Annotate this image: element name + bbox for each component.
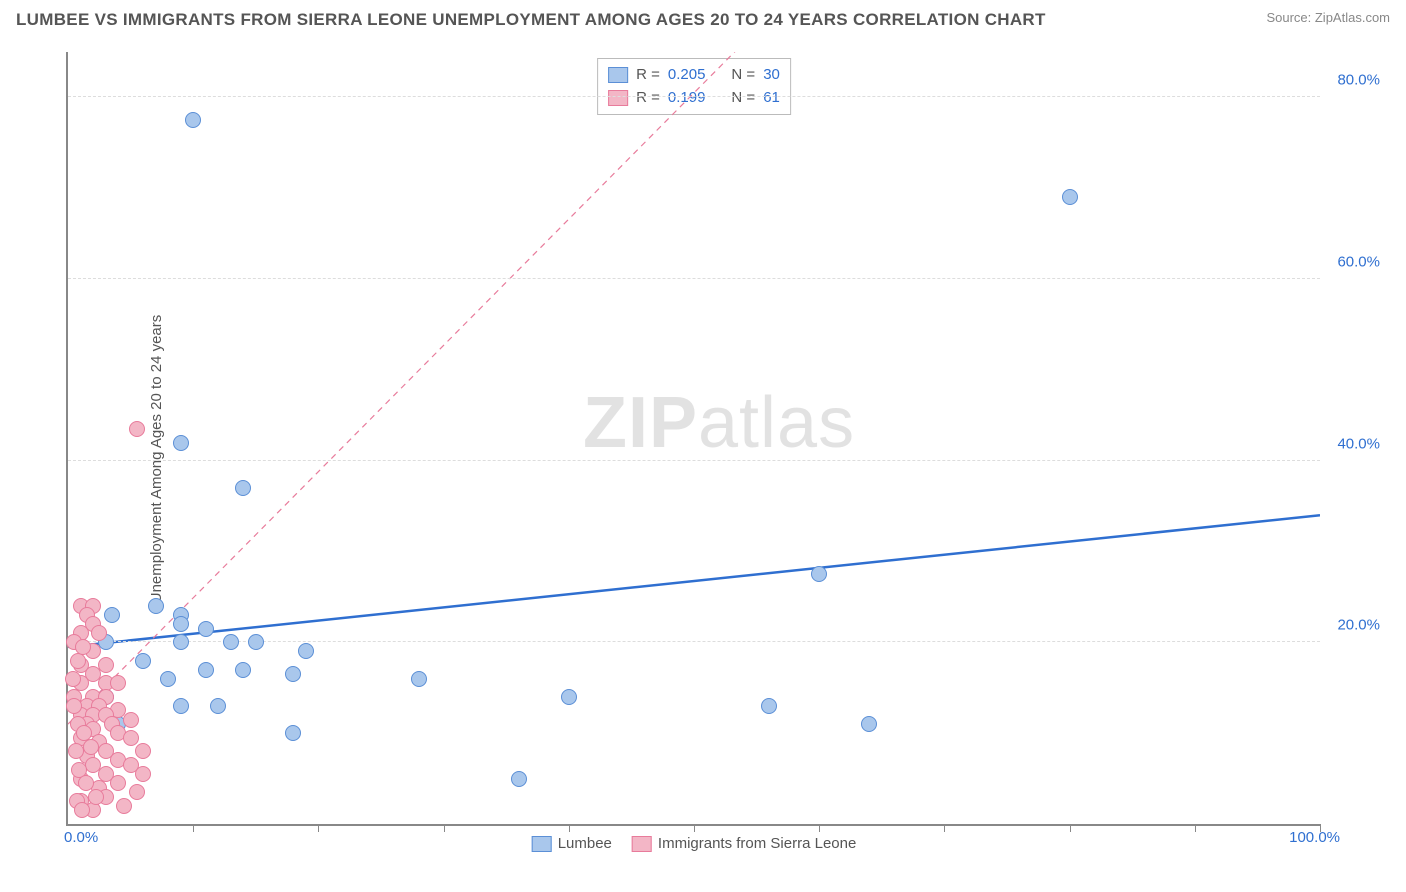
scatter-point [173, 634, 189, 650]
scatter-point [235, 662, 251, 678]
scatter-point [298, 643, 314, 659]
legend-swatch-lumbee [532, 836, 552, 852]
legend-label: Immigrants from Sierra Leone [658, 835, 856, 852]
scatter-point [135, 766, 151, 782]
chart-title: LUMBEE VS IMMIGRANTS FROM SIERRA LEONE U… [16, 10, 1046, 30]
r-value: 0.205 [668, 64, 706, 87]
scatter-point [83, 739, 99, 755]
scatter-point [91, 625, 107, 641]
scatter-point [104, 607, 120, 623]
scatter-point [235, 480, 251, 496]
scatter-point [1062, 189, 1078, 205]
x-tick [318, 824, 319, 832]
y-tick-label: 20.0% [1337, 617, 1380, 634]
x-tick [1320, 824, 1321, 832]
scatter-point [148, 598, 164, 614]
trend-line [68, 52, 1320, 724]
scatter-plot-area: ZIPatlas R = 0.205 N = 30 R = 0.199 N = … [66, 52, 1320, 826]
title-bar: LUMBEE VS IMMIGRANTS FROM SIERRA LEONE U… [0, 0, 1406, 36]
scatter-point [135, 743, 151, 759]
watermark-bold: ZIP [583, 383, 698, 463]
x-tick [819, 824, 820, 832]
scatter-point [110, 675, 126, 691]
watermark-light: atlas [698, 383, 855, 463]
scatter-point [135, 653, 151, 669]
n-label: N = [731, 87, 755, 110]
legend-swatch-sierra-leone [608, 90, 628, 106]
gridline-h [68, 96, 1320, 97]
scatter-point [210, 698, 226, 714]
legend-item: Immigrants from Sierra Leone [632, 835, 856, 852]
scatter-point [861, 716, 877, 732]
scatter-point [173, 698, 189, 714]
scatter-point [123, 730, 139, 746]
x-tick [444, 824, 445, 832]
n-label: N = [731, 64, 755, 87]
n-value: 30 [763, 64, 780, 87]
scatter-point [160, 671, 176, 687]
trend-line [68, 515, 1320, 647]
scatter-point [198, 621, 214, 637]
gridline-h [68, 460, 1320, 461]
scatter-point [198, 662, 214, 678]
scatter-point [70, 653, 86, 669]
x-min-label: 0.0% [64, 829, 98, 846]
scatter-point [248, 634, 264, 650]
correlation-legend: R = 0.205 N = 30 R = 0.199 N = 61 [597, 58, 791, 115]
y-tick-label: 80.0% [1337, 72, 1380, 89]
scatter-point [116, 798, 132, 814]
x-tick [1195, 824, 1196, 832]
legend-row: R = 0.199 N = 61 [608, 87, 780, 110]
n-value: 61 [763, 87, 780, 110]
x-tick [1070, 824, 1071, 832]
scatter-point [75, 639, 91, 655]
legend-item: Lumbee [532, 835, 612, 852]
legend-swatch-sierra-leone [632, 836, 652, 852]
scatter-point [173, 435, 189, 451]
scatter-point [74, 802, 90, 818]
scatter-point [761, 698, 777, 714]
scatter-point [110, 775, 126, 791]
y-tick-label: 60.0% [1337, 254, 1380, 271]
scatter-point [511, 771, 527, 787]
scatter-point [811, 566, 827, 582]
scatter-point [285, 725, 301, 741]
scatter-point [123, 712, 139, 728]
x-tick [694, 824, 695, 832]
legend-swatch-lumbee [608, 67, 628, 83]
series-legend: Lumbee Immigrants from Sierra Leone [532, 835, 857, 852]
y-tick-label: 40.0% [1337, 435, 1380, 452]
scatter-point [561, 689, 577, 705]
x-tick [944, 824, 945, 832]
scatter-point [88, 789, 104, 805]
scatter-point [185, 112, 201, 128]
scatter-point [173, 616, 189, 632]
x-tick [193, 824, 194, 832]
scatter-point [411, 671, 427, 687]
legend-row: R = 0.205 N = 30 [608, 64, 780, 87]
source-attribution: Source: ZipAtlas.com [1266, 10, 1390, 25]
scatter-point [285, 666, 301, 682]
r-label: R = [636, 64, 660, 87]
r-value: 0.199 [668, 87, 706, 110]
scatter-point [68, 743, 84, 759]
trend-lines-svg [68, 52, 1320, 824]
scatter-point [129, 421, 145, 437]
gridline-h [68, 278, 1320, 279]
scatter-point [66, 698, 82, 714]
scatter-point [223, 634, 239, 650]
scatter-point [129, 784, 145, 800]
x-max-label: 100.0% [1289, 829, 1340, 846]
r-label: R = [636, 87, 660, 110]
legend-label: Lumbee [558, 835, 612, 852]
x-tick [569, 824, 570, 832]
watermark: ZIPatlas [583, 382, 855, 464]
chart-container: Unemployment Among Ages 20 to 24 years Z… [16, 42, 1390, 876]
scatter-point [65, 671, 81, 687]
